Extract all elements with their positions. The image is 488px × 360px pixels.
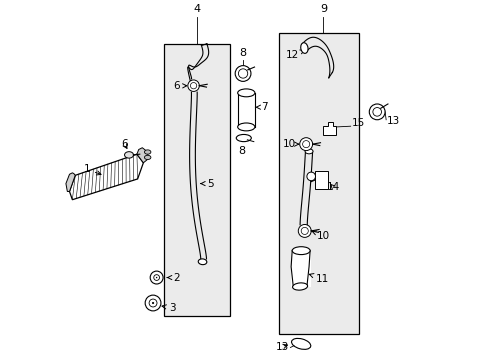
Text: 15: 15 bbox=[351, 118, 365, 128]
Text: 14: 14 bbox=[326, 182, 339, 192]
Ellipse shape bbox=[237, 123, 254, 131]
Ellipse shape bbox=[305, 149, 312, 154]
Text: 6: 6 bbox=[121, 139, 127, 149]
Circle shape bbox=[235, 66, 250, 81]
Ellipse shape bbox=[292, 283, 307, 290]
Circle shape bbox=[156, 277, 157, 278]
Polygon shape bbox=[66, 173, 75, 192]
Circle shape bbox=[150, 271, 163, 284]
Text: 1: 1 bbox=[83, 164, 101, 175]
Bar bbox=[314, 171, 327, 189]
Text: 6: 6 bbox=[173, 81, 186, 91]
Text: 8: 8 bbox=[238, 145, 244, 156]
Circle shape bbox=[190, 82, 196, 89]
Bar bbox=[237, 93, 254, 127]
Ellipse shape bbox=[198, 259, 206, 265]
Bar bbox=[290, 251, 310, 287]
Ellipse shape bbox=[237, 89, 254, 97]
Polygon shape bbox=[69, 154, 143, 200]
Circle shape bbox=[302, 141, 309, 148]
Text: 13: 13 bbox=[386, 116, 400, 126]
Circle shape bbox=[153, 275, 159, 280]
Polygon shape bbox=[137, 148, 148, 163]
Text: 13: 13 bbox=[275, 342, 288, 352]
Ellipse shape bbox=[300, 43, 307, 53]
Circle shape bbox=[306, 172, 315, 181]
Text: 10: 10 bbox=[282, 139, 298, 149]
Circle shape bbox=[298, 225, 310, 237]
Text: 10: 10 bbox=[311, 231, 329, 240]
Circle shape bbox=[145, 295, 161, 311]
Circle shape bbox=[372, 108, 381, 116]
Ellipse shape bbox=[236, 134, 251, 141]
Text: 4: 4 bbox=[193, 4, 200, 14]
Circle shape bbox=[368, 104, 384, 120]
Bar bbox=[163, 44, 230, 316]
Text: 9: 9 bbox=[319, 4, 326, 14]
Ellipse shape bbox=[144, 150, 151, 154]
Circle shape bbox=[299, 138, 312, 150]
Bar bbox=[278, 33, 359, 334]
Ellipse shape bbox=[291, 338, 310, 349]
Ellipse shape bbox=[124, 152, 133, 158]
Polygon shape bbox=[323, 122, 336, 135]
Text: 2: 2 bbox=[167, 273, 179, 283]
Text: 5: 5 bbox=[201, 179, 213, 189]
Circle shape bbox=[149, 299, 157, 307]
Text: 12: 12 bbox=[285, 50, 305, 60]
Text: 3: 3 bbox=[162, 303, 175, 313]
Circle shape bbox=[238, 69, 247, 78]
Text: 7: 7 bbox=[255, 102, 267, 112]
Circle shape bbox=[301, 228, 307, 234]
Circle shape bbox=[187, 80, 199, 91]
Ellipse shape bbox=[292, 247, 309, 255]
Ellipse shape bbox=[144, 155, 151, 159]
Text: 11: 11 bbox=[309, 274, 328, 284]
Text: 8: 8 bbox=[239, 48, 246, 58]
Circle shape bbox=[152, 302, 154, 304]
